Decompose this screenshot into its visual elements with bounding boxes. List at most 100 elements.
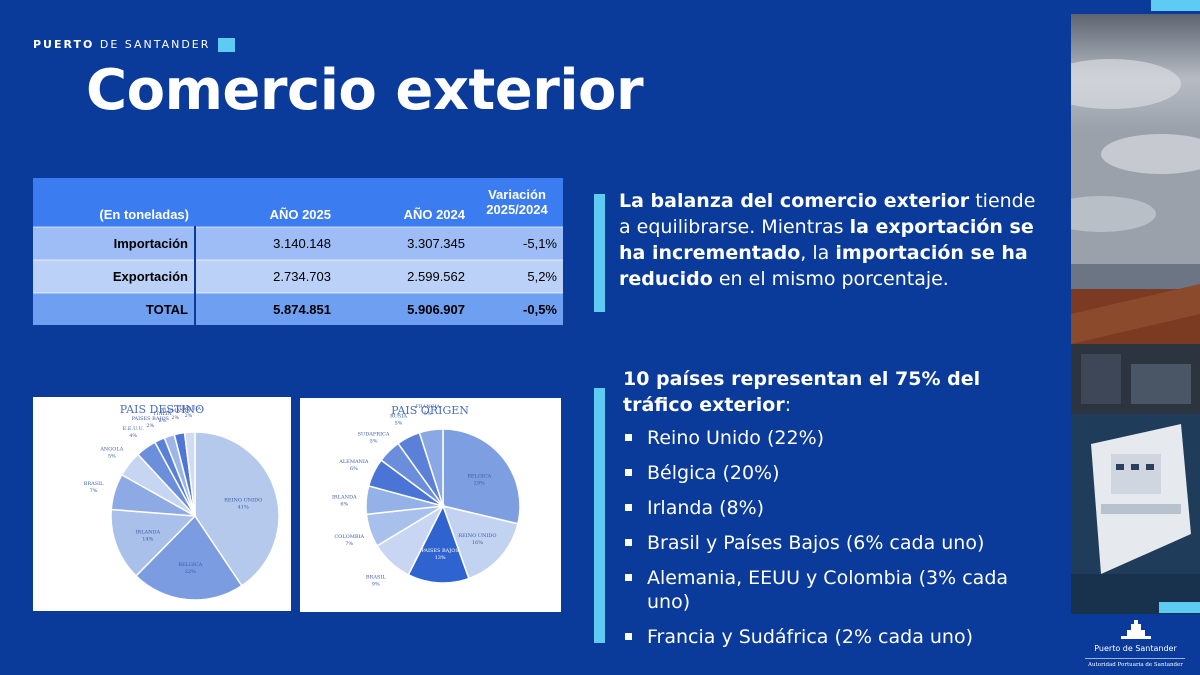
country-text: Reino Unido (22%) bbox=[647, 427, 825, 449]
list-item: Francia y Sudáfrica (2% cada uno) bbox=[623, 625, 1053, 649]
bullet-icon bbox=[625, 574, 632, 581]
pie-label-name: IRLANDA bbox=[135, 530, 160, 536]
text1-bold-3: importación se ha reducido bbox=[619, 242, 1028, 290]
pie-label-name: BRASIL bbox=[84, 481, 104, 487]
pie-label-name: IRLANDA bbox=[332, 494, 357, 500]
pie-label-value: 6% bbox=[350, 466, 358, 472]
pie-label-value: 29% bbox=[474, 480, 485, 486]
brand-wordmark: PUERTO DE SANTANDER bbox=[33, 38, 210, 51]
pie-label-name: ALEMANIA bbox=[160, 408, 191, 414]
pie-label-name: BRASIL bbox=[366, 575, 386, 581]
pie-label-name: PAISES BAJOS bbox=[132, 416, 170, 422]
pie-label-value: 9% bbox=[372, 582, 380, 588]
table-header-2024: AÑO 2024 bbox=[337, 178, 471, 227]
country-text: Francia y Sudáfrica (2% cada uno) bbox=[647, 626, 973, 648]
pie-label-value: 7% bbox=[345, 541, 353, 547]
row-2025: 5.874.851 bbox=[195, 292, 337, 325]
pie-label-name: ITALIA bbox=[154, 411, 172, 417]
pie-slice-irlanda bbox=[110, 508, 197, 577]
row-label: TOTAL bbox=[33, 292, 196, 325]
list-item: Alemania, EEUU y Colombia (3% cada uno) bbox=[623, 566, 1053, 614]
table-row: Exportación 2.734.703 2.599.562 5,2% bbox=[33, 259, 563, 293]
text1-bold-2: la exportación se ha incrementado bbox=[619, 216, 1034, 264]
row-2024: 2.599.562 bbox=[337, 259, 471, 293]
pie-label-value: 5% bbox=[370, 438, 378, 444]
accent-bar-2 bbox=[594, 388, 605, 643]
country-text: Bélgica (20%) bbox=[647, 462, 780, 484]
pie-label-name: E.E.U.U. bbox=[123, 426, 145, 432]
page-title: Comercio exterior bbox=[86, 58, 644, 123]
pie-label-name: COLOMBIA bbox=[334, 534, 364, 540]
pie-label-name: ALEMANIA bbox=[338, 459, 369, 465]
text1-plain-1: tiende a equilibrarse. Mientras bbox=[619, 190, 1036, 238]
pie-title: PAIS ORIGEN bbox=[391, 404, 469, 417]
pie-slice-belgica bbox=[135, 514, 243, 601]
pie-label-name: REINO UNIDO bbox=[224, 497, 262, 503]
pie-label-name: TURQUIA bbox=[176, 406, 202, 412]
bullet-icon bbox=[625, 539, 632, 546]
pie-slice-francia bbox=[418, 428, 444, 507]
countries-list: Reino Unido (22%) Bélgica (20%) Irlanda … bbox=[623, 426, 1053, 660]
pie-label-value: 5% bbox=[394, 421, 402, 427]
pie-label-value: 14% bbox=[142, 537, 153, 543]
pie-label-value: 16% bbox=[472, 540, 483, 546]
row-variation: 5,2% bbox=[471, 259, 563, 293]
row-2024: 3.307.345 bbox=[337, 226, 471, 260]
list-item: Reino Unido (22%) bbox=[623, 426, 1053, 450]
table-header-variation: Variación 2025/2024 bbox=[471, 178, 563, 227]
row-variation: -5,1% bbox=[471, 226, 563, 260]
pie-label-value: 13% bbox=[435, 555, 446, 561]
row-variation: -0,5% bbox=[471, 292, 563, 325]
pie-label-value: 2% bbox=[171, 415, 179, 421]
bullet-icon bbox=[625, 434, 632, 441]
row-2024: 5.906.907 bbox=[337, 292, 471, 325]
pie-destino-panel: PAIS DESTINO REINO UNIDO 41% BELGICA 22% IRLA… bbox=[33, 397, 291, 611]
photo-accent-bottom bbox=[1159, 602, 1200, 613]
port-photo bbox=[1071, 14, 1200, 614]
photo-accent-top bbox=[1151, 0, 1200, 11]
pie-label-name: ANGOLA bbox=[99, 446, 123, 452]
brand-square-icon bbox=[218, 38, 235, 52]
table-header-row: (En toneladas) AÑO 2025 AÑO 2024 Variaci… bbox=[33, 178, 563, 227]
row-2025: 2.734.703 bbox=[195, 259, 337, 293]
countries-heading-text: 10 países representan el 75% del tráfico… bbox=[623, 368, 981, 416]
brand-bold: PUERTO bbox=[33, 38, 95, 51]
row-2025: 3.140.148 bbox=[195, 226, 337, 260]
pie-label-value: 4% bbox=[129, 433, 137, 439]
pie-title: PAIS DESTINO bbox=[120, 403, 204, 416]
pie-slice-reino-unido bbox=[194, 431, 280, 587]
country-text: Brasil y Países Bajos (6% cada uno) bbox=[647, 532, 985, 554]
country-text: Irlanda (8%) bbox=[647, 497, 765, 519]
pie-label-value: 5% bbox=[108, 453, 116, 459]
country-text: Alemania, EEUU y Colombia (3% cada uno) bbox=[647, 567, 1009, 613]
pie-slice-turquia bbox=[183, 431, 196, 517]
logo: Puerto de Santander Autoridad Portuaria … bbox=[1071, 614, 1200, 675]
pie-label-name: FRANCIA bbox=[415, 404, 440, 410]
text1-plain-3: en el mismo porcentaje. bbox=[712, 268, 949, 290]
port-photo-illustration bbox=[1071, 14, 1200, 614]
pie-label-value: 2% bbox=[159, 418, 167, 424]
row-label: Importación bbox=[33, 226, 196, 260]
logo-divider bbox=[1085, 658, 1185, 659]
pie-label-value: 7% bbox=[90, 488, 98, 494]
pie-label-value: 2% bbox=[146, 423, 154, 429]
pie-slice-belgica bbox=[442, 428, 521, 525]
countries-heading: 10 países representan el 75% del tráfico… bbox=[623, 366, 1053, 418]
pie-label-name: BELGICA bbox=[467, 473, 491, 479]
pie-label-name: SUDAFRICA bbox=[358, 431, 390, 437]
pie-label-name: BELGICA bbox=[178, 562, 202, 568]
pie-label-value: 5% bbox=[424, 411, 432, 417]
pie-label-value: 41% bbox=[238, 504, 249, 510]
trade-balance-text: La balanza del comercio exterior tiende … bbox=[619, 188, 1039, 292]
countries-heading-colon: : bbox=[784, 394, 792, 416]
pie-label-value: 6% bbox=[340, 501, 348, 507]
text1-plain-2: , la bbox=[800, 242, 836, 264]
pie-label-name: RUSIA bbox=[390, 414, 407, 420]
pie-label-value: 22% bbox=[185, 569, 196, 575]
pie-origen-panel: PAIS ORIGEN BELGICA 29% REINO UNIDO 16% PAISE… bbox=[300, 398, 561, 612]
pie-slice-reino-unido bbox=[441, 504, 519, 580]
logo-name: Puerto de Santander bbox=[1094, 644, 1177, 653]
text1-bold-1: La balanza del comercio exterior bbox=[619, 190, 970, 212]
